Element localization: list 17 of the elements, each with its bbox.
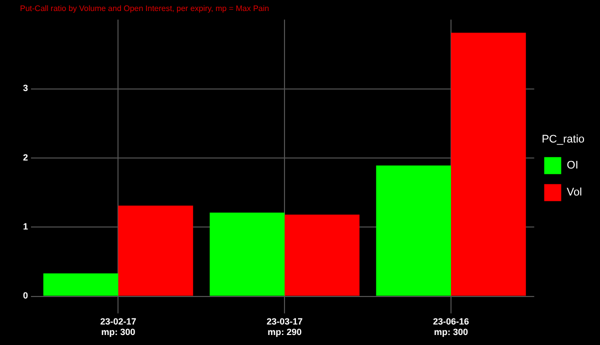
bar [43,273,118,296]
legend-label: OI [566,160,578,172]
bar [210,212,285,296]
bar [376,166,452,296]
chart-subtitle: Put-Call ratio by Volume and Open Interest, per expiry, mp = Max Pain [20,4,270,14]
x-tick-label: 23-06-16 mp: 300 [432,316,470,338]
x-tick-label: 23-02-17 mp: 300 [100,316,136,338]
bar [118,206,194,296]
y-tick-label: 3 [22,83,28,94]
bar [284,214,360,296]
x-tick-label: 23-03-17 mp: 290 [266,316,303,338]
y-tick-label: 0 [22,290,28,301]
y-tick-label: 1 [22,222,28,232]
bar [451,32,526,296]
legend-label: Vol [566,186,582,199]
legend-title: PC_ratio [542,133,585,146]
y-tick-label: 2 [22,152,28,162]
